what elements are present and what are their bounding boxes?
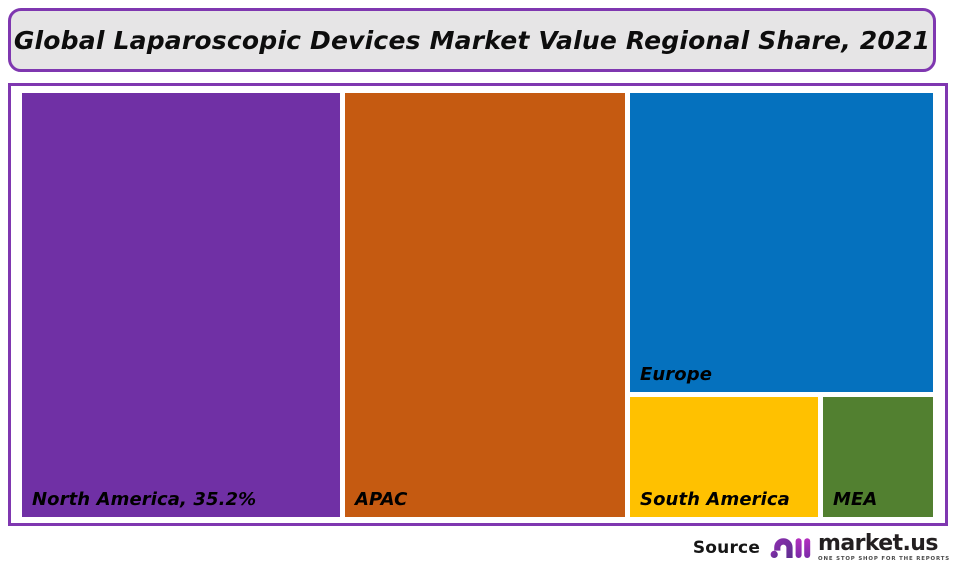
market-us-logo-icon: [770, 538, 811, 558]
market-us-wordmark: market.us ONE STOP SHOP FOR THE REPORTS: [818, 533, 950, 562]
logo-tagline: ONE STOP SHOP FOR THE REPORTS: [818, 556, 950, 563]
treemap-tile-label-apac: APAC: [355, 489, 408, 510]
logo-name: market.us: [818, 531, 938, 557]
treemap-tile-north-america[interactable]: North America, 35.2%: [22, 93, 340, 517]
market-us-logo[interactable]: market.us ONE STOP SHOP FOR THE REPORTS: [770, 533, 950, 562]
treemap-tile-apac[interactable]: APAC: [345, 93, 625, 517]
treemap-tile-label-south-america: South America: [640, 489, 790, 510]
page-title: Global Laparoscopic Devices Market Value…: [13, 25, 931, 55]
source-row: Source: [693, 531, 950, 565]
chart-title-box: Global Laparoscopic Devices Market Value…: [8, 8, 936, 72]
treemap-tile-mea[interactable]: MEA: [823, 397, 933, 517]
treemap-chart: North America, 35.2% APAC Europe South A…: [22, 93, 933, 517]
treemap-tile-label-mea: MEA: [833, 489, 878, 510]
treemap-tile-south-america[interactable]: South America: [630, 397, 818, 517]
treemap-tile-label-europe: Europe: [640, 364, 713, 385]
treemap-tile-europe[interactable]: Europe: [630, 93, 933, 392]
treemap-tile-label-north-america: North America, 35.2%: [32, 489, 257, 510]
source-label: Source: [692, 538, 761, 558]
